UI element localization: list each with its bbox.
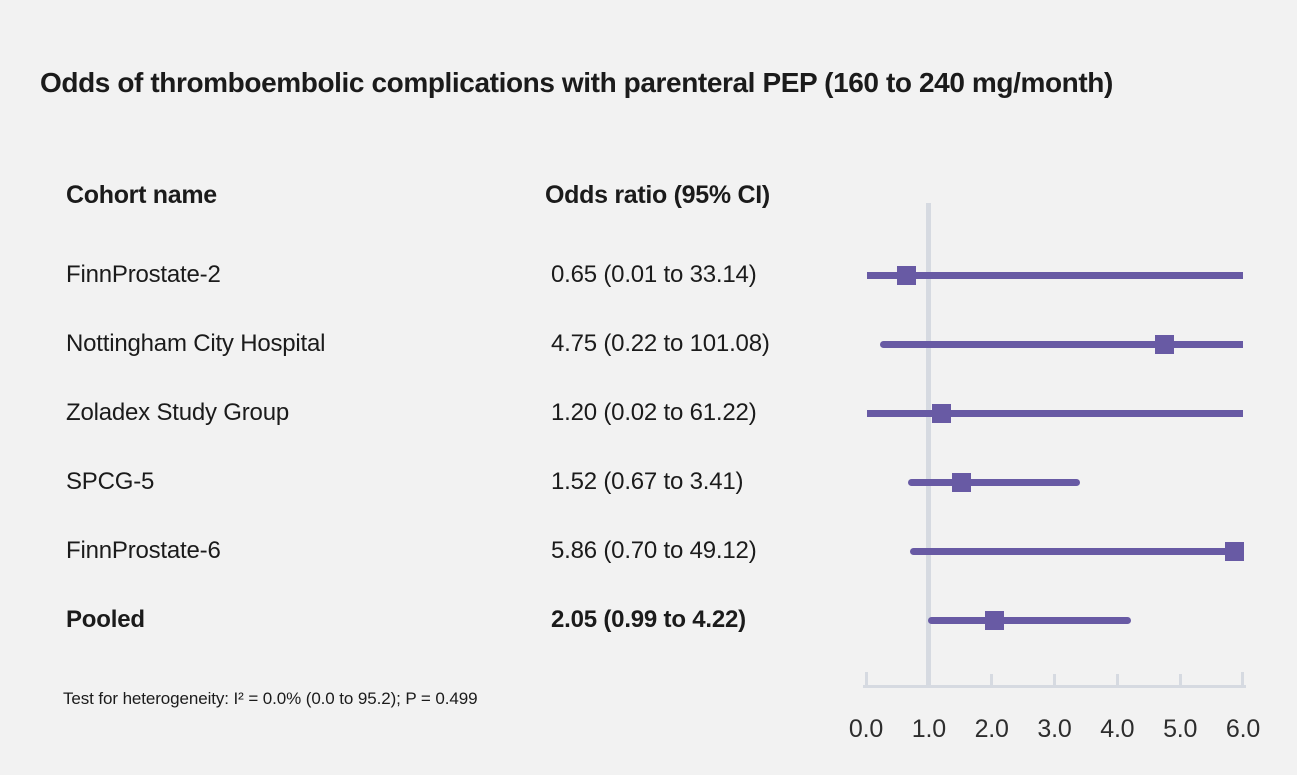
x-axis-tick-label: 0.0 [848, 715, 884, 743]
x-axis-tick-label: 3.0 [1037, 715, 1072, 743]
x-axis-tick-label: 6.0 [1225, 715, 1261, 743]
odds-ratio-value: 4.75 (0.22 to 101.08) [551, 330, 770, 357]
column-header-odds-ratio: Odds ratio (95% CI) [545, 181, 770, 209]
x-axis-tick [864, 672, 868, 685]
reference-line-or-1 [926, 203, 932, 688]
confidence-interval-line [909, 547, 1243, 555]
point-estimate-marker [1224, 541, 1244, 561]
point-estimate-marker [1154, 334, 1174, 354]
point-estimate-marker [985, 610, 1005, 630]
odds-ratio-value: 2.05 (0.99 to 4.22) [551, 606, 746, 633]
x-axis-tick [1241, 672, 1245, 685]
point-estimate-marker [897, 265, 917, 285]
confidence-interval-line [908, 478, 1081, 486]
x-axis-tick [990, 674, 994, 685]
x-axis-tick [1115, 674, 1119, 685]
heterogeneity-footnote: Test for heterogeneity: I² = 0.0% (0.0 t… [63, 689, 478, 708]
x-axis-tick-label: 1.0 [911, 715, 946, 743]
confidence-interval-line [928, 616, 1132, 624]
cohort-label: FinnProstate-2 [66, 261, 221, 288]
odds-ratio-value: 5.86 (0.70 to 49.12) [551, 537, 757, 564]
column-header-cohort-name: Cohort name [66, 181, 217, 209]
point-estimate-marker [931, 403, 951, 423]
confidence-interval-line [879, 340, 1243, 348]
x-axis-tick-label: 2.0 [974, 715, 1009, 743]
x-axis-tick [927, 674, 931, 685]
cohort-label: Nottingham City Hospital [66, 330, 326, 357]
odds-ratio-value: 1.20 (0.02 to 61.22) [551, 399, 757, 426]
point-estimate-marker [952, 472, 971, 492]
x-axis-line [863, 685, 1246, 688]
x-axis-tick-label: 4.0 [1100, 715, 1135, 743]
chart-title: Odds of thromboembolic complications wit… [40, 67, 1113, 98]
x-axis-tick-label: 5.0 [1163, 715, 1198, 743]
cohort-label: SPCG-5 [66, 468, 155, 495]
confidence-interval-line [867, 409, 1243, 417]
cohort-label: FinnProstate-6 [66, 537, 221, 564]
cohort-label: Pooled [66, 606, 145, 633]
odds-ratio-value: 0.65 (0.01 to 33.14) [551, 261, 757, 288]
x-axis-tick [1052, 674, 1056, 685]
cohort-label: Zoladex Study Group [66, 399, 289, 426]
x-axis-tick [1178, 674, 1182, 685]
confidence-interval-line [866, 271, 1243, 279]
odds-ratio-value: 1.52 (0.67 to 3.41) [551, 468, 744, 495]
